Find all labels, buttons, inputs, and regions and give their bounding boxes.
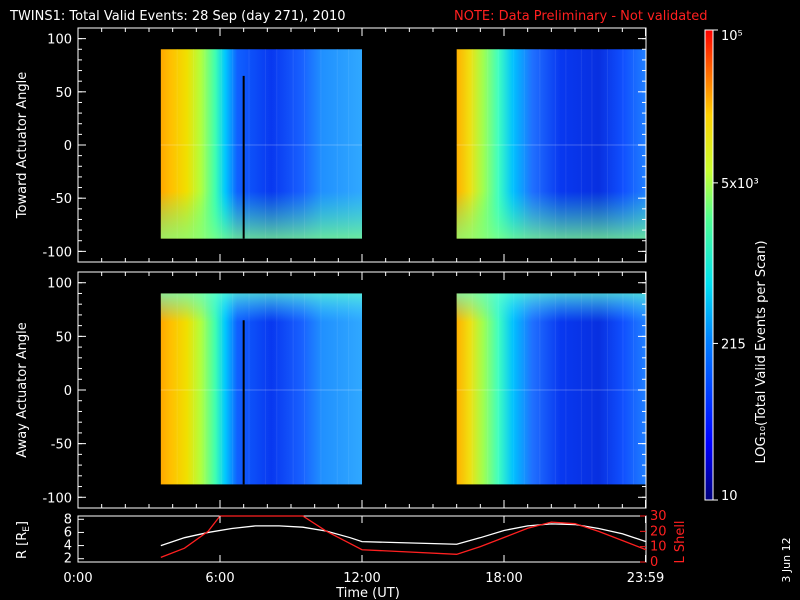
radius-line [160,523,647,547]
y-tick-label: -50 [51,192,72,207]
y-tick-label: 50 [55,86,72,101]
colorbar-tick-label: 10 [721,489,738,504]
x-tick-label: 23:59 [627,571,664,586]
y-tick-label: -50 [51,438,72,453]
heatmap-shading [160,49,362,239]
colorbar-tick-label: 5x10³ [721,177,759,192]
x-tick-label: 6:00 [205,571,234,586]
y-tick-label: 0 [64,384,72,399]
y-tick-label: 50 [55,330,72,345]
preliminary-note: NOTE: Data Preliminary - Not validated [454,9,708,24]
right-y-tick-label: 30 [650,509,667,524]
lshell-ylabel: L Shell [673,520,688,563]
away-angle-panel: 100 50 0 -50 -100 [42,271,647,509]
heatmap-shading [456,49,646,239]
colorbar-scale [704,29,714,501]
toward-angle-ylabel: Toward Actuator Angle [15,72,30,219]
date-stamp: 3 Jun 12 [780,537,793,582]
colorbar-tick-label: 10⁵ [721,29,743,44]
left-y-tick-label: 2 [64,552,72,567]
heatmap-shading [456,293,646,485]
plot-title: TWINS1: Total Valid Events: 28 Sep (day … [9,9,346,24]
lshell-line [160,515,647,559]
radius-ylabel: R [RE] [15,521,32,559]
right-y-tick-label: 20 [650,524,667,539]
y-tick-label: -100 [42,491,72,506]
away-angle-ylabel: Away Actuator Angle [15,322,30,457]
x-tick-label: 0:00 [63,571,92,586]
right-y-tick-label: 0 [650,555,658,570]
y-tick-label: 100 [47,277,72,292]
toward-angle-panel: 100 50 0 -50 -100 [42,27,647,263]
time-xlabel: Time (UT) [335,586,400,600]
heatmap-shading [160,293,362,485]
x-tick-label: 12:00 [343,571,380,586]
y-tick-label: -100 [42,245,72,260]
right-y-tick-label: 10 [650,540,667,555]
y-tick-label: 100 [47,33,72,48]
colorbar-tick-label: 215 [721,337,746,352]
left-y-tick-label: 8 [64,512,72,527]
colorbar: 10⁵ 5x10³ 215 10 [704,29,759,504]
y-tick-label: 0 [64,139,72,154]
x-tick-label: 18:00 [485,571,522,586]
left-y-tick-label: 6 [64,525,72,540]
left-y-tick-label: 4 [64,539,72,554]
colorbar-label: LOG₁₀(Total Valid Events per Scan) [754,240,769,463]
